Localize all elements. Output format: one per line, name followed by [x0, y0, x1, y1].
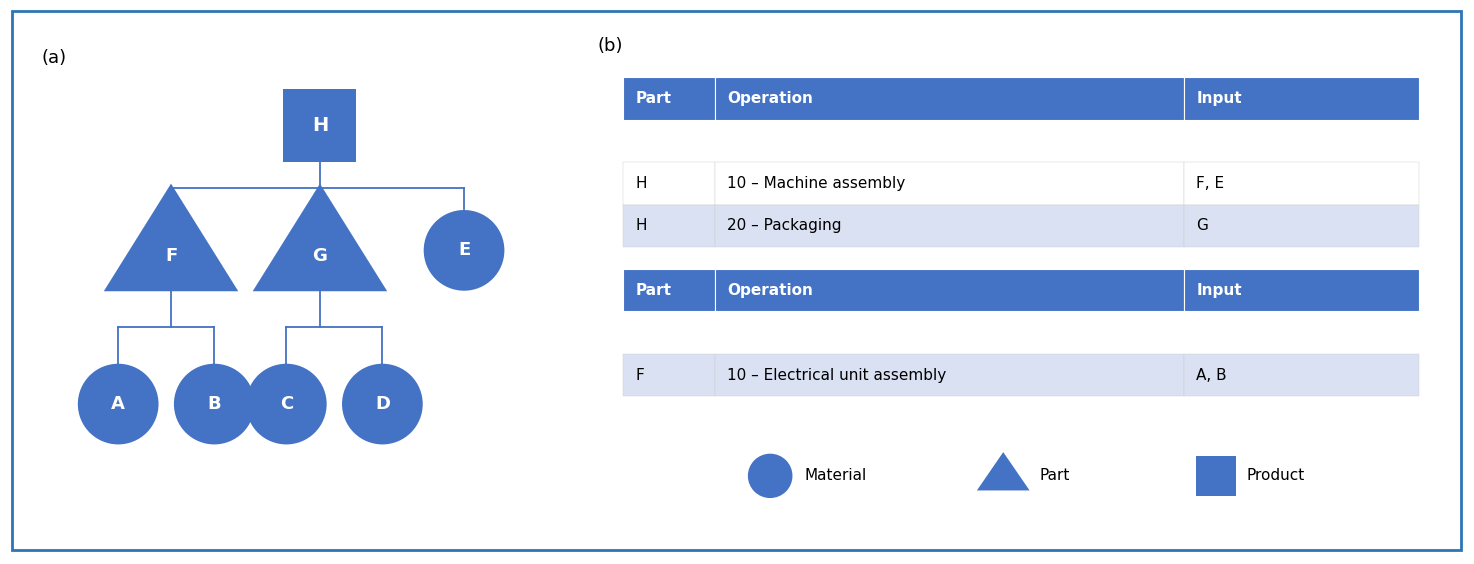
Text: Operation: Operation [727, 91, 812, 106]
Text: H: H [312, 116, 329, 135]
FancyBboxPatch shape [624, 205, 715, 247]
Text: H: H [635, 176, 647, 191]
Text: 10 – Electrical unit assembly: 10 – Electrical unit assembly [727, 368, 946, 382]
FancyBboxPatch shape [715, 77, 1184, 120]
Text: Product: Product [1247, 468, 1304, 483]
Text: Input: Input [1197, 91, 1241, 106]
FancyBboxPatch shape [1184, 77, 1418, 120]
Text: A, B: A, B [1197, 368, 1226, 382]
Text: G: G [312, 246, 327, 265]
Text: 20 – Packaging: 20 – Packaging [727, 218, 842, 233]
Text: E: E [458, 241, 470, 259]
FancyBboxPatch shape [715, 205, 1184, 247]
FancyBboxPatch shape [1184, 354, 1418, 396]
FancyBboxPatch shape [715, 162, 1184, 205]
Text: Operation: Operation [727, 283, 812, 298]
Polygon shape [103, 184, 239, 291]
Text: Part: Part [635, 91, 671, 106]
Text: 10 – Machine assembly: 10 – Machine assembly [727, 176, 905, 191]
Text: D: D [374, 395, 391, 413]
Circle shape [423, 210, 504, 290]
Text: Part: Part [1039, 468, 1070, 483]
FancyBboxPatch shape [1195, 456, 1237, 496]
Text: F: F [635, 368, 644, 382]
Text: F: F [165, 246, 177, 265]
Polygon shape [252, 184, 388, 291]
FancyBboxPatch shape [283, 89, 357, 162]
FancyBboxPatch shape [624, 269, 715, 311]
Text: F, E: F, E [1197, 176, 1225, 191]
FancyBboxPatch shape [624, 162, 715, 205]
FancyBboxPatch shape [624, 354, 715, 396]
Text: H: H [635, 218, 647, 233]
Text: B: B [208, 395, 221, 413]
Text: C: C [280, 395, 293, 413]
FancyBboxPatch shape [715, 354, 1184, 396]
Text: Material: Material [805, 468, 867, 483]
Circle shape [747, 453, 793, 498]
FancyBboxPatch shape [715, 269, 1184, 311]
FancyBboxPatch shape [1184, 269, 1418, 311]
Text: Input: Input [1197, 283, 1241, 298]
Text: Part: Part [635, 283, 671, 298]
Text: A: A [111, 395, 125, 413]
Circle shape [246, 364, 327, 444]
Circle shape [78, 364, 159, 444]
FancyBboxPatch shape [1184, 162, 1418, 205]
Circle shape [342, 364, 423, 444]
Text: G: G [1197, 218, 1209, 233]
Circle shape [174, 364, 255, 444]
Text: (b): (b) [598, 37, 624, 55]
Text: (a): (a) [41, 49, 66, 67]
FancyBboxPatch shape [624, 77, 715, 120]
FancyBboxPatch shape [1184, 205, 1418, 247]
Polygon shape [977, 452, 1029, 491]
